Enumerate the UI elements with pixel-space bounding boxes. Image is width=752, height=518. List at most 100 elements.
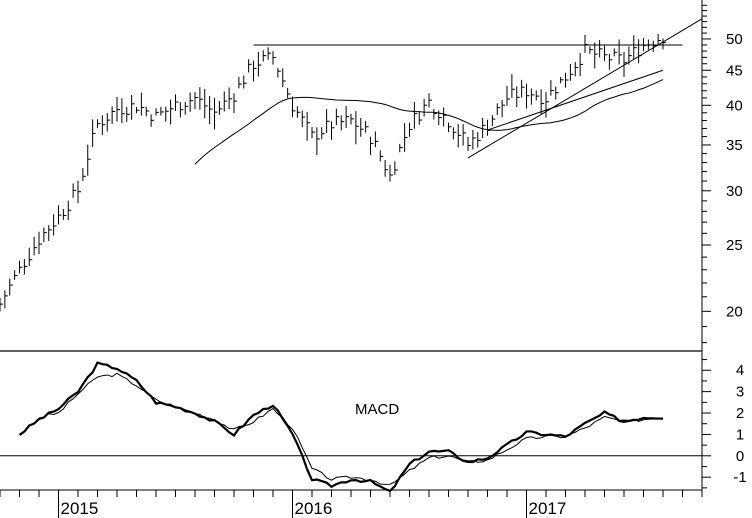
price-bar bbox=[267, 47, 272, 60]
price-bar bbox=[184, 102, 189, 115]
price-bar bbox=[189, 92, 194, 112]
price-bar bbox=[452, 127, 457, 140]
price-bar bbox=[345, 105, 350, 128]
price-bar bbox=[448, 122, 452, 133]
macd-tick-label: 3 bbox=[736, 384, 744, 401]
price-bar bbox=[462, 124, 467, 146]
price-bar bbox=[19, 260, 23, 274]
price-bar bbox=[14, 270, 18, 280]
price-bar bbox=[321, 127, 325, 140]
price-bar bbox=[306, 111, 311, 141]
price-bar bbox=[33, 236, 38, 256]
price-bar bbox=[204, 89, 208, 118]
lower-trendline bbox=[487, 69, 664, 131]
price-bar bbox=[218, 101, 223, 115]
price-bar bbox=[623, 51, 627, 77]
macd-tick-label: 1 bbox=[736, 426, 744, 443]
price-bar bbox=[521, 79, 525, 98]
price-bar bbox=[477, 132, 481, 148]
price-bar bbox=[579, 53, 584, 77]
price-bar bbox=[311, 127, 315, 139]
price-bar bbox=[292, 96, 296, 118]
price-bar bbox=[209, 95, 213, 125]
price-bar bbox=[491, 115, 496, 127]
price-bar bbox=[628, 46, 632, 65]
price-bar bbox=[277, 68, 281, 78]
price-bar bbox=[428, 93, 432, 108]
price-bar bbox=[565, 72, 569, 88]
price-bar bbox=[316, 127, 320, 156]
macd-title: MACD bbox=[355, 401, 399, 418]
price-bar bbox=[379, 150, 384, 162]
price-bar bbox=[243, 75, 247, 89]
price-panel bbox=[0, 18, 703, 312]
price-tick-label: 30 bbox=[726, 183, 743, 200]
price-tick-label: 25 bbox=[726, 237, 743, 254]
price-bar bbox=[72, 183, 77, 198]
macd-tick-label: 0 bbox=[736, 448, 744, 465]
price-bar bbox=[257, 51, 262, 77]
price-bar bbox=[555, 86, 559, 100]
signal-line bbox=[38, 372, 664, 485]
price-bar bbox=[262, 50, 267, 62]
price-bar bbox=[360, 118, 364, 137]
price-bar bbox=[657, 33, 662, 45]
price-bar bbox=[335, 108, 340, 126]
price-bar bbox=[111, 106, 116, 125]
price-bar bbox=[633, 35, 637, 60]
price-bar bbox=[545, 92, 549, 118]
price-bar bbox=[516, 86, 520, 108]
price-bar bbox=[394, 161, 398, 176]
macd-tick-label: 4 bbox=[736, 362, 744, 379]
price-bar bbox=[350, 113, 354, 125]
price-bar bbox=[370, 136, 374, 155]
price-bar bbox=[170, 99, 174, 125]
price-bar bbox=[599, 40, 603, 58]
price-bar bbox=[506, 86, 510, 106]
moving-average-line bbox=[194, 79, 664, 165]
price-bar bbox=[179, 102, 184, 118]
price-bar bbox=[28, 247, 33, 267]
price-bar bbox=[526, 83, 530, 109]
price-bar bbox=[145, 106, 150, 117]
price-bar bbox=[150, 114, 155, 127]
price-bar bbox=[253, 60, 257, 82]
price-bar bbox=[48, 225, 52, 241]
price-bar bbox=[652, 40, 657, 53]
price-bar bbox=[574, 61, 579, 77]
price-bar bbox=[540, 89, 545, 114]
price-tick-label: 35 bbox=[726, 137, 743, 154]
price-bar bbox=[423, 98, 428, 117]
price-bar bbox=[584, 34, 588, 53]
price-bar bbox=[482, 117, 486, 139]
price-bar bbox=[326, 109, 330, 134]
price-bar bbox=[618, 39, 623, 65]
price-bar bbox=[467, 136, 471, 151]
year-label: 2016 bbox=[295, 499, 333, 518]
price-bar bbox=[604, 45, 608, 62]
price-bar bbox=[82, 167, 86, 181]
price-tick-label: 40 bbox=[726, 97, 743, 114]
price-bar bbox=[287, 87, 291, 98]
price-bar bbox=[121, 98, 125, 123]
price-bar bbox=[282, 68, 286, 88]
price-bar bbox=[62, 208, 67, 220]
price-bar bbox=[511, 74, 515, 98]
price-bar bbox=[340, 115, 345, 131]
price-bar bbox=[501, 99, 506, 118]
price-bar bbox=[384, 159, 389, 177]
price-bar bbox=[443, 107, 447, 127]
price-tick-label: 20 bbox=[726, 303, 743, 320]
price-bar bbox=[175, 94, 179, 111]
price-bar bbox=[409, 122, 413, 137]
price-bar bbox=[496, 103, 501, 116]
price-bar bbox=[594, 42, 598, 69]
price-bar bbox=[662, 38, 666, 50]
price-bar bbox=[638, 39, 642, 64]
price-bar bbox=[248, 59, 252, 73]
price-bar bbox=[92, 119, 96, 147]
price-bar bbox=[331, 121, 335, 140]
price-bar bbox=[223, 91, 228, 112]
price-bar bbox=[550, 80, 554, 96]
price-bar bbox=[365, 120, 369, 133]
